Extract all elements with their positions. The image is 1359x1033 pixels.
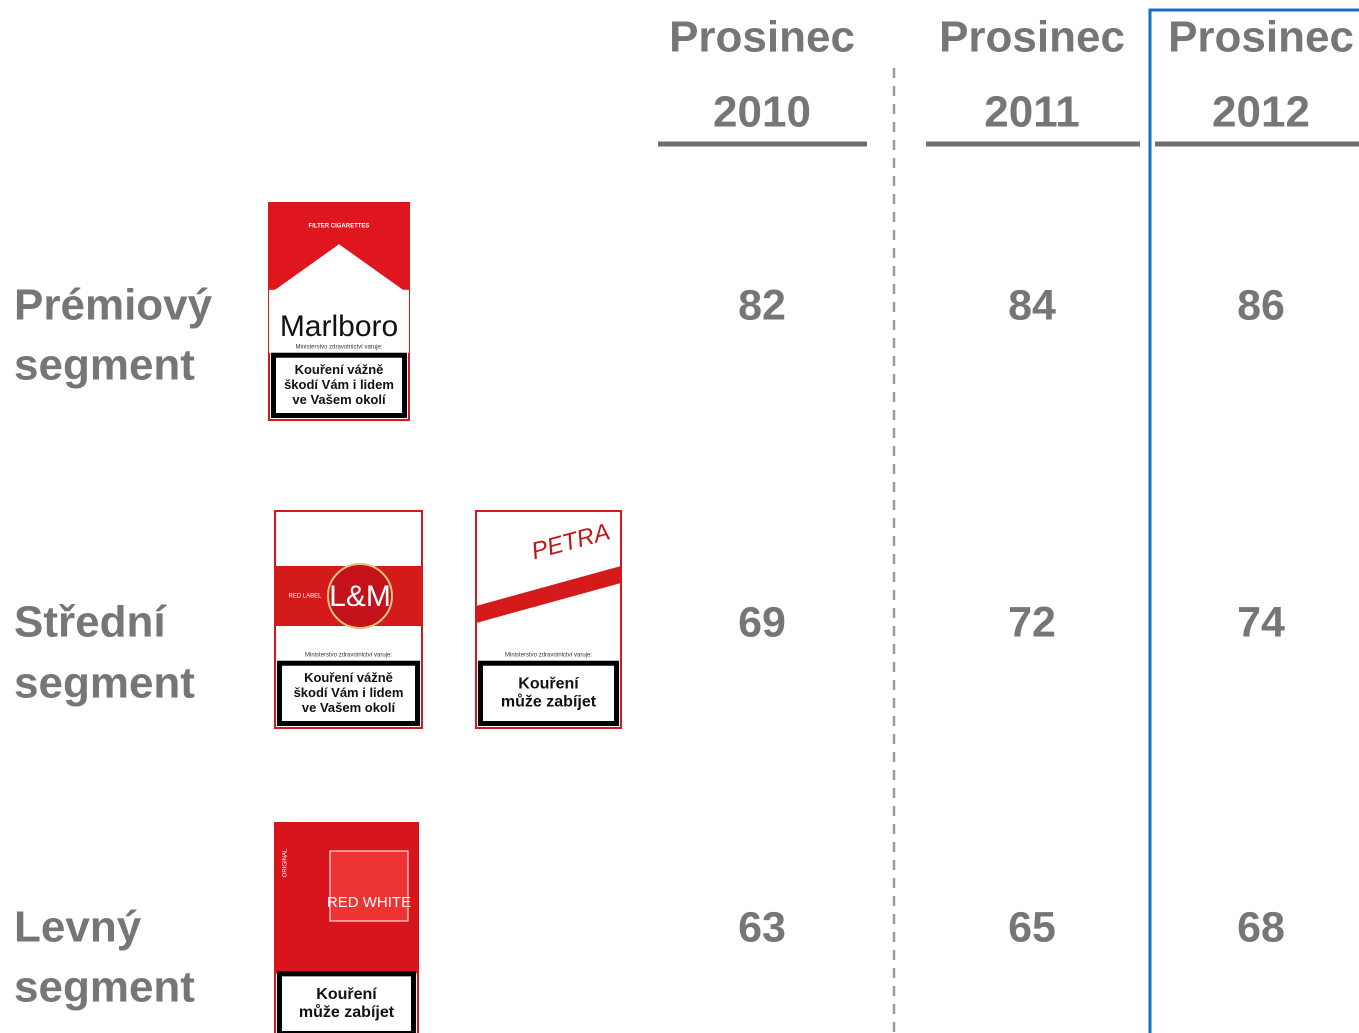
highlight-box (1148, 8, 1359, 1033)
warning-box (282, 976, 411, 1031)
pack-notice: Ministerstvo zdravotnictví varuje: (505, 652, 592, 658)
pack-mid (269, 289, 409, 353)
pack-logo (327, 563, 393, 629)
warning-box (282, 665, 415, 721)
cell-value: 69 (738, 598, 786, 646)
column-year: 2012 (1212, 88, 1310, 137)
cell-value: 63 (738, 903, 786, 951)
row-label: Levný (14, 903, 142, 952)
column-year: 2010 (713, 88, 811, 137)
column-year: 2011 (984, 88, 1079, 137)
warning-line: Kouření vážně (295, 362, 384, 377)
pack-tagline: RED LABEL (288, 594, 322, 600)
warning-line: škodí Vám i lidem (294, 685, 404, 700)
row-label: Střední (14, 598, 167, 647)
warning-line: ve Vašem okolí (302, 700, 396, 715)
pack-notice: Ministerstvo zdravotnictví varuje: (295, 344, 382, 350)
row-label: Prémiový (14, 281, 213, 330)
warning-line: Kouření vážně (304, 670, 393, 685)
pack-notice: Ministerstvo zdravotnictví varuje: (305, 652, 392, 658)
pack-brand: Marlboro (280, 310, 398, 343)
warning-line: může zabíjet (299, 1004, 395, 1021)
pack-tagline: FILTER CIGARETTES (309, 224, 370, 230)
warning-line: ve Vašem okolí (292, 392, 386, 407)
warning-box (483, 665, 614, 721)
column-month: Prosinec (669, 13, 855, 62)
cell-value: 68 (1237, 903, 1285, 951)
column-month: Prosinec (939, 13, 1125, 62)
pack-brand: RED WHITE (327, 894, 411, 911)
cell-value: 86 (1237, 281, 1285, 329)
cell-value: 74 (1237, 598, 1285, 646)
pack-chevron (269, 244, 409, 295)
warning-line: Kouření (518, 676, 579, 693)
pack-flap (329, 850, 409, 922)
warning-line: může zabíjet (501, 694, 597, 711)
row-label: segment (14, 341, 195, 390)
pack-stripe (476, 566, 621, 623)
pack-tagline: ORIGINAL (283, 848, 289, 877)
column-month: Prosinec (1168, 13, 1354, 62)
warning-line: škodí Vám i lidem (284, 377, 394, 392)
pack-brand: L&M (329, 580, 391, 613)
warning-box (276, 357, 402, 413)
cell-value: 65 (1008, 903, 1056, 951)
cell-value: 82 (738, 281, 786, 329)
row-label: segment (14, 963, 195, 1012)
cell-value: 84 (1008, 281, 1056, 329)
cell-value: 72 (1008, 598, 1056, 646)
row-label: segment (14, 659, 195, 708)
warning-line: Kouření (316, 986, 377, 1003)
